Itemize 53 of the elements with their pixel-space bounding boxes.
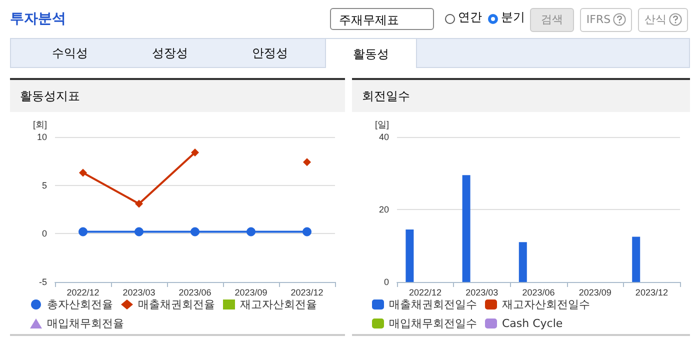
x-tick-label: 2023/03 xyxy=(122,288,156,298)
point xyxy=(191,148,199,156)
text: 산식 xyxy=(638,8,688,32)
x-tick-label: 2022/12 xyxy=(66,288,100,298)
text: 투자분석 xyxy=(10,10,66,28)
point xyxy=(246,227,256,236)
legend-label: 재고자산회전율 xyxy=(240,298,317,311)
legend-label: Cash Cycle xyxy=(502,317,563,330)
bar xyxy=(518,242,527,282)
legend-label: 매입채무회전율 xyxy=(47,317,124,330)
x-tick-label: 2023/06 xyxy=(522,288,555,298)
x-tick-label: 2023/12 xyxy=(290,288,324,298)
x-tick-label: 2023/09 xyxy=(578,288,612,298)
text: 성장성 xyxy=(151,45,189,62)
y-tick-label: 20 xyxy=(378,204,389,214)
text: 분기 xyxy=(501,9,525,26)
button: 검색 xyxy=(530,8,574,32)
point xyxy=(79,168,87,177)
select-field: 주재무제표 xyxy=(330,8,434,30)
y-tick-label: 0 xyxy=(42,228,47,239)
x-tick-label: 2023/06 xyxy=(178,288,212,298)
y-tick-label: 0 xyxy=(384,277,389,287)
y-axis-title: [일] xyxy=(374,120,389,130)
legend-label: 매입채무회전일수 xyxy=(389,317,477,330)
bar xyxy=(462,175,470,282)
chart-title: 회전일수 xyxy=(352,80,690,112)
bar xyxy=(406,229,414,282)
text: 연간 xyxy=(458,9,482,26)
bar xyxy=(632,236,640,282)
x-tick-label: 2022/12 xyxy=(409,288,442,298)
point xyxy=(134,227,144,236)
x-tick-label: 2023/09 xyxy=(234,288,268,298)
y-tick-label: 40 xyxy=(378,132,389,142)
legend-label: 재고자산회전일수 xyxy=(502,298,590,311)
point xyxy=(78,227,88,236)
legend-label: 매출채권회전율 xyxy=(138,298,215,311)
point xyxy=(303,158,311,166)
point xyxy=(302,227,312,236)
text: 수익성 xyxy=(51,45,89,62)
y-tick-label: 5 xyxy=(42,180,47,190)
text: 활동성 xyxy=(325,38,417,68)
legend-label: 총자산회전율 xyxy=(47,298,113,311)
point xyxy=(135,200,143,208)
x-tick-label: 2023/03 xyxy=(466,288,498,298)
y-axis-title: [회] xyxy=(32,120,47,130)
y-tick-label: -5 xyxy=(38,277,47,287)
text: 안정성 xyxy=(251,45,289,62)
y-tick-label: 10 xyxy=(36,132,47,142)
text: IFRS xyxy=(580,8,632,32)
legend-label: 매출채권회전일수 xyxy=(389,298,477,311)
point xyxy=(190,227,200,236)
x-tick-label: 2023/12 xyxy=(635,288,668,298)
chart-title: 활동성지표 xyxy=(10,80,345,112)
